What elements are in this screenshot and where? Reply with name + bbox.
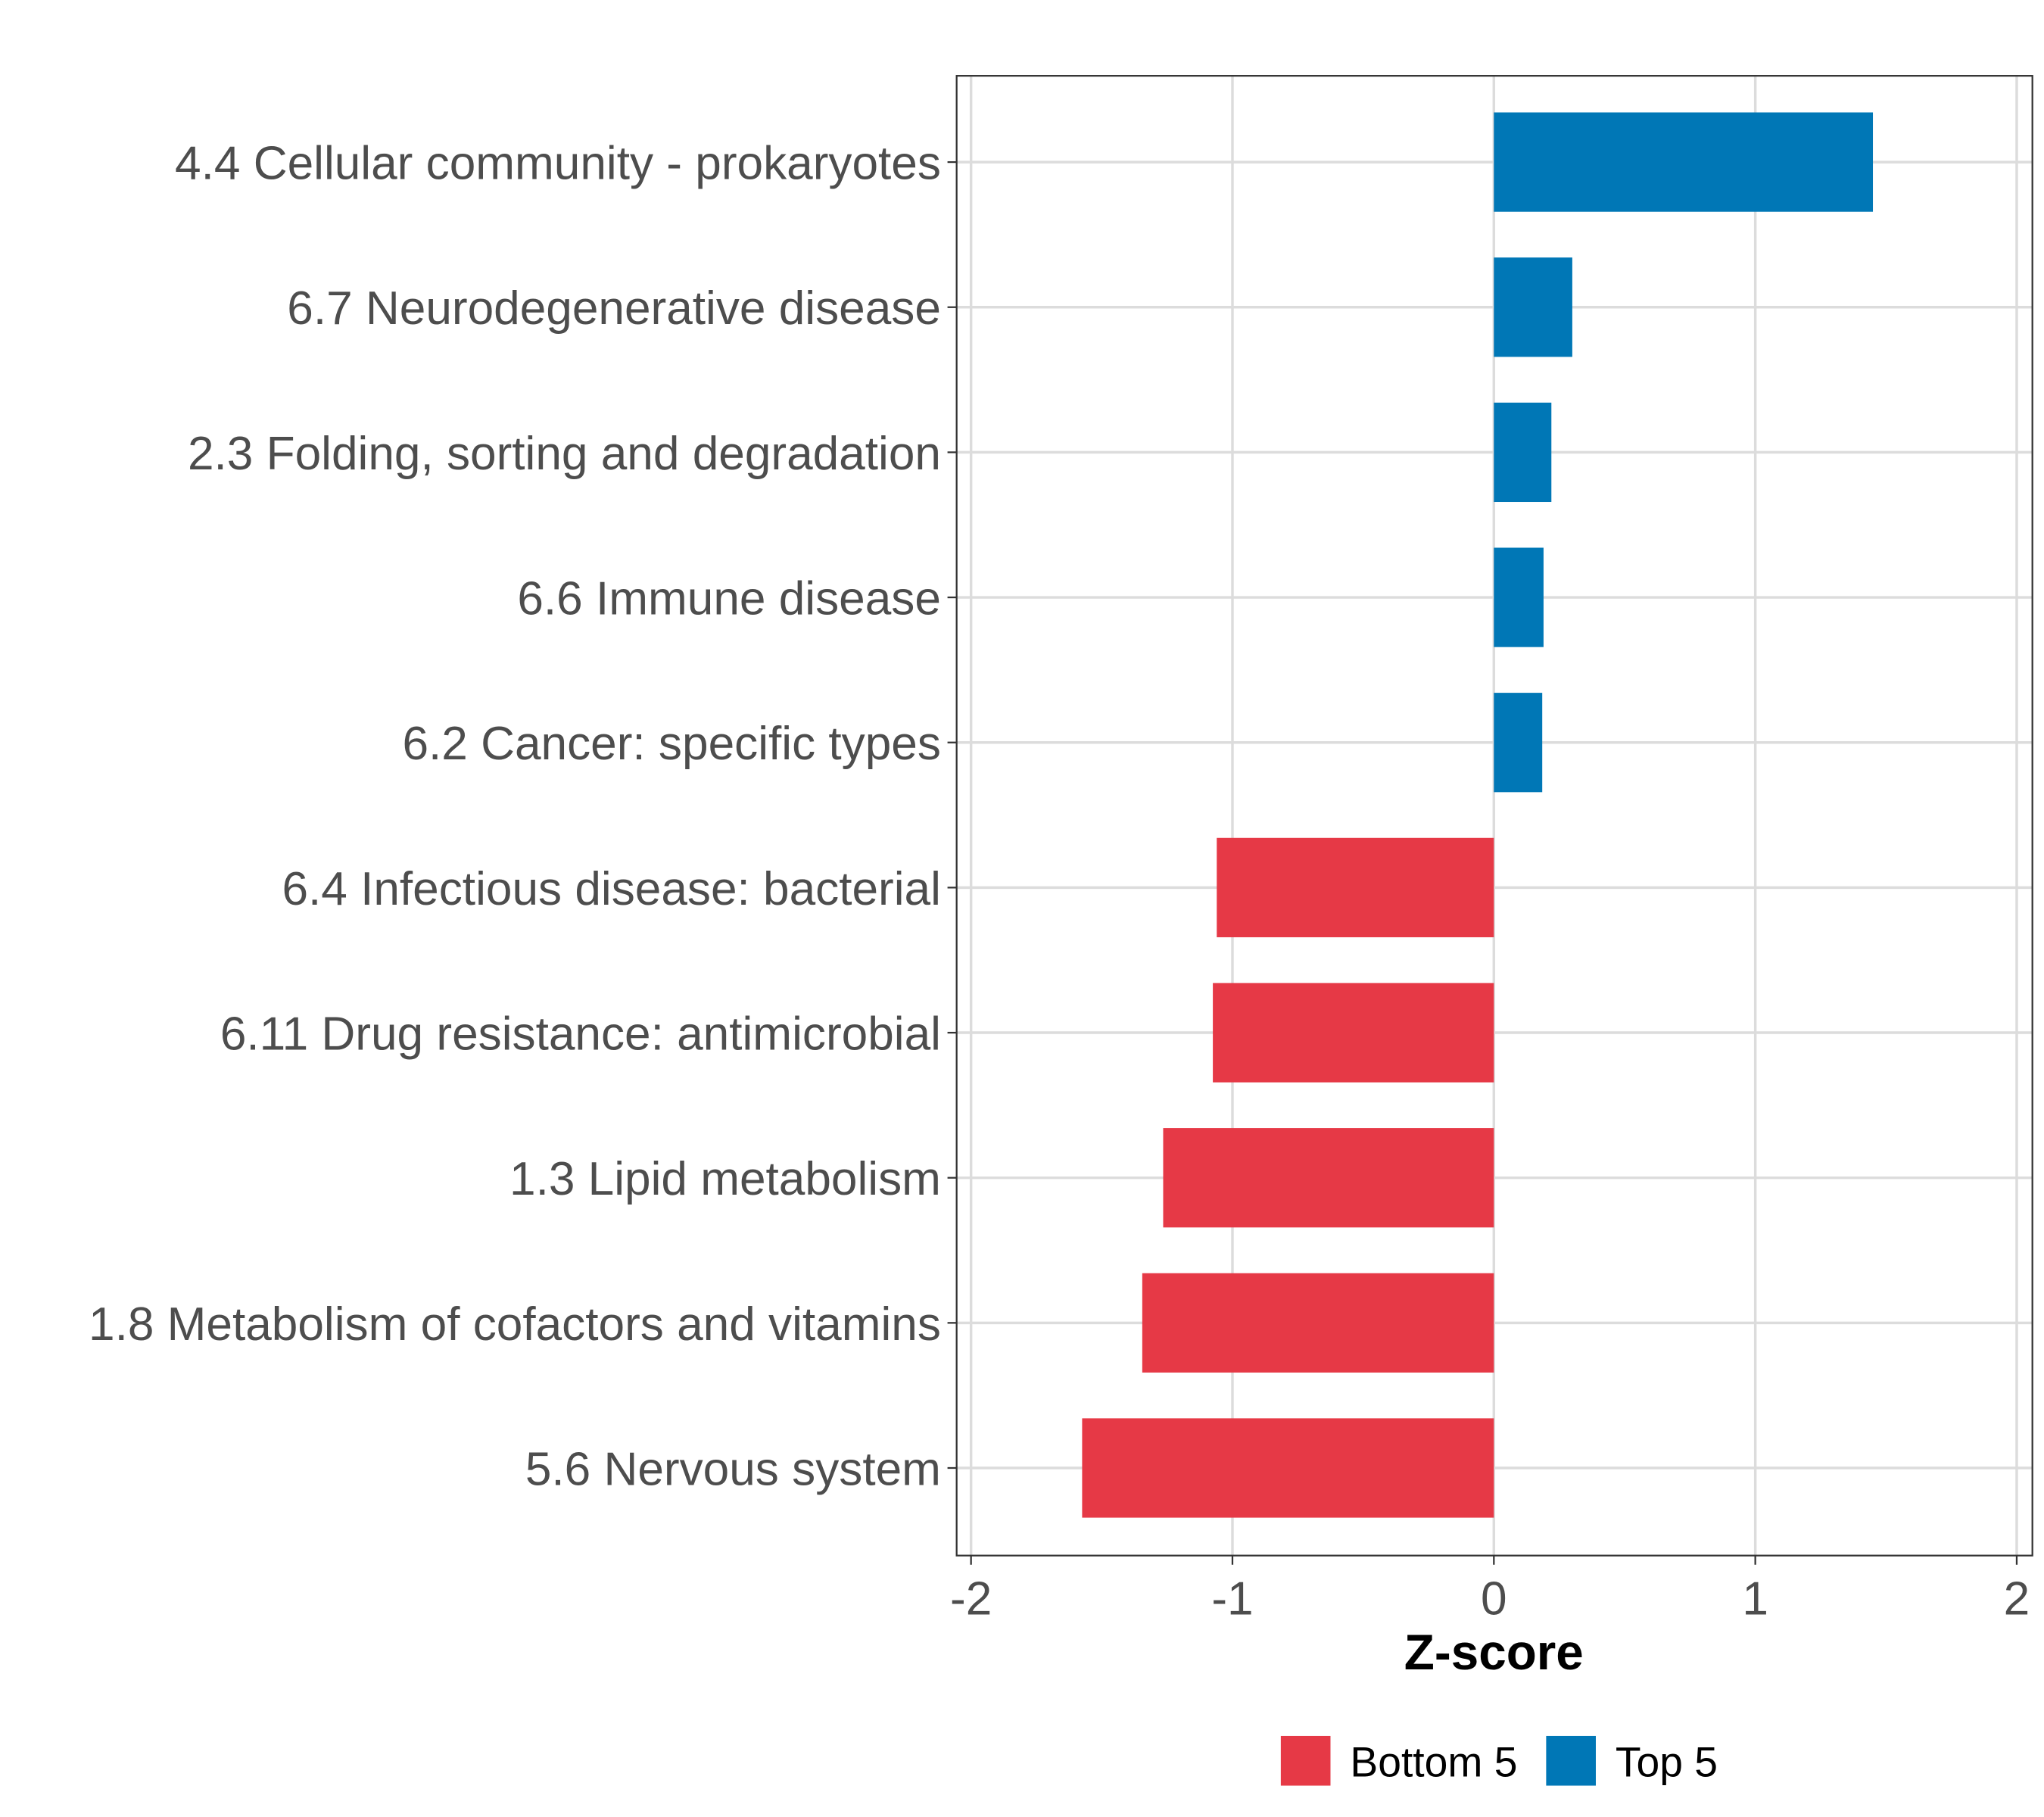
- x-tick-label: 1: [1742, 1572, 1768, 1625]
- legend-label: Bottom 5: [1350, 1738, 1517, 1785]
- bars: [1082, 112, 1874, 1518]
- y-tick-label: 6.7 Neurodegenerative disease: [287, 282, 941, 335]
- y-tick-label: 5.6 Nervous system: [525, 1443, 941, 1495]
- bar: [1494, 402, 1552, 503]
- x-tick-label: -2: [950, 1572, 992, 1625]
- legend-key: [1546, 1735, 1596, 1786]
- x-axis-title: Z-score: [1404, 1625, 1584, 1680]
- bar: [1213, 983, 1494, 1083]
- y-tick-label: 2.3 Folding, sorting and degradation: [188, 428, 941, 480]
- y-tick-label: 6.2 Cancer: specific types: [402, 718, 940, 770]
- bar: [1217, 837, 1494, 937]
- x-tick-label: 0: [1481, 1572, 1507, 1625]
- legend: Bottom 5 Top 5: [1280, 1735, 1718, 1786]
- bar: [1494, 112, 1874, 212]
- y-tick-label: 4.4 Cellular community - prokaryotes: [175, 138, 941, 190]
- y-tick-label: 6.6 Immune disease: [517, 573, 941, 625]
- bar: [1163, 1128, 1494, 1228]
- legend-label: Top 5: [1616, 1738, 1718, 1785]
- y-tick-label: 1.3 Lipid metabolism: [509, 1153, 941, 1205]
- bar: [1494, 257, 1572, 357]
- y-tick-label: 1.8 Metabolism of cofactors and vitamins: [89, 1298, 941, 1351]
- bar: [1494, 547, 1544, 647]
- y-tick-label: 6.11 Drug resistance: antimicrobial: [220, 1008, 941, 1060]
- bar: [1494, 693, 1543, 793]
- legend-key: [1280, 1735, 1331, 1786]
- bar: [1142, 1273, 1494, 1373]
- x-tick-label: 2: [2004, 1572, 2030, 1625]
- y-tick-label: 6.4 Infectious disease: bacterial: [282, 863, 941, 915]
- y-axis-labels: 4.4 Cellular community - prokaryotes 6.7 …: [89, 138, 957, 1495]
- x-tick-label: -1: [1211, 1572, 1253, 1625]
- bar: [1082, 1418, 1494, 1518]
- x-axis-ticks: -2 -1 0 1 2: [950, 1555, 2030, 1625]
